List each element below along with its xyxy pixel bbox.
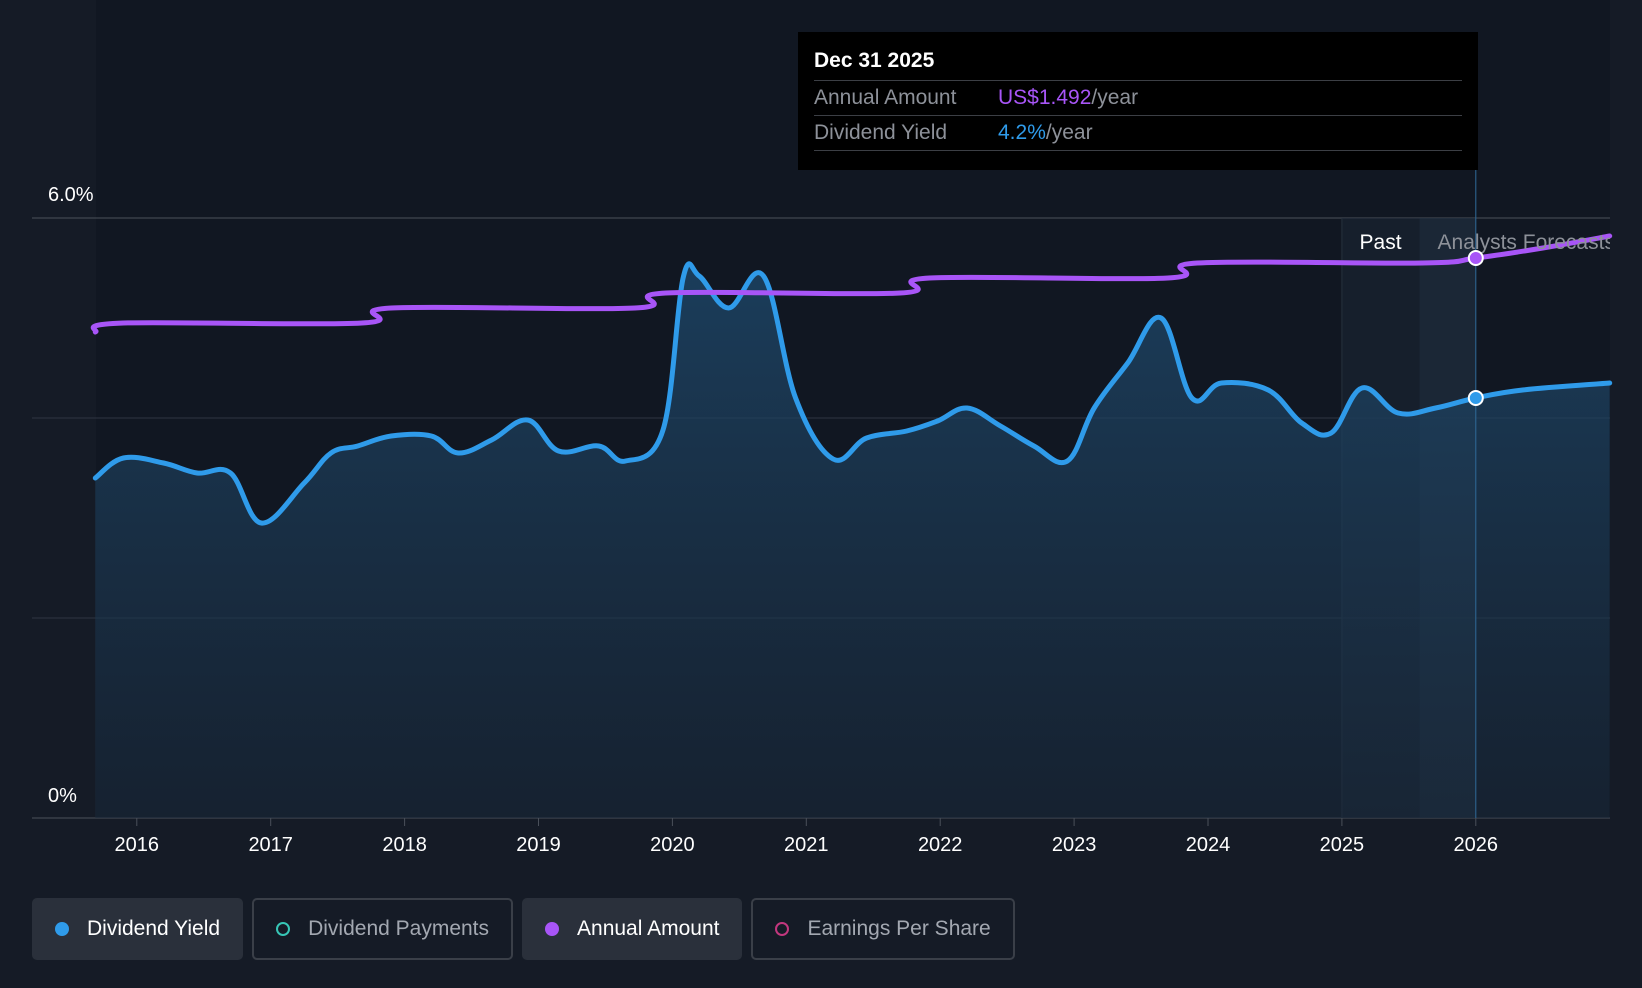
x-tick-label: 2019 <box>516 834 561 856</box>
tooltip-value: US$1.492 <box>998 86 1092 109</box>
y-tick-label: 6.0% <box>48 184 94 206</box>
x-tick-label: 2021 <box>784 834 829 856</box>
tooltip-unit: /year <box>1091 86 1139 109</box>
x-tick-label: 2018 <box>382 834 427 856</box>
tooltip-row-dividend-yield: Dividend Yield 4.2% /year <box>814 116 1462 151</box>
legend-label: Earnings Per Share <box>807 917 991 940</box>
tooltip-unit: /year <box>1045 121 1093 144</box>
tooltip-label: Annual Amount <box>814 86 957 109</box>
tooltip-date: Dec 31 2025 <box>814 46 1462 81</box>
filled-circle-icon <box>55 922 69 936</box>
legend-annual-amount-button[interactable]: Annual Amount <box>522 898 743 960</box>
tooltip-value: 4.2% <box>998 121 1046 144</box>
dividend-yield-marker[interactable] <box>1467 390 1484 406</box>
dividend-yield-area <box>95 263 1610 818</box>
legend-label: Annual Amount <box>577 917 720 940</box>
legend-label: Dividend Payments <box>308 917 490 940</box>
annual-amount-marker[interactable] <box>1467 250 1484 266</box>
y-axis: 6.0% 0% <box>48 184 94 807</box>
analysts-forecasts-label: Analysts Forecasts <box>1438 231 1615 254</box>
legend-label: Dividend Yield <box>87 917 221 940</box>
tooltip: Dec 31 2025 Annual Amount US$1.492 /year… <box>798 32 1478 170</box>
legend-dividend-payments-button[interactable]: Dividend Payments <box>252 898 514 960</box>
x-tick-label: 2022 <box>918 834 963 856</box>
x-tick-label: 2025 <box>1320 834 1365 856</box>
ring-circle-icon <box>775 922 790 936</box>
filled-circle-icon <box>545 922 560 936</box>
x-tick-label: 2023 <box>1052 834 1097 856</box>
x-axis: 2016 2017 2018 2019 2020 2021 2022 2023 2024 2025… <box>115 818 1499 856</box>
legend-earnings-per-share-button[interactable]: Earnings Per Share <box>751 898 1015 960</box>
x-tick-label: 2017 <box>248 834 293 856</box>
annual-amount-line <box>90 233 1613 335</box>
legend-dividend-yield-button[interactable]: Dividend Yield <box>32 898 244 960</box>
x-tick-label: 2024 <box>1186 834 1231 856</box>
dividend-yield-line <box>92 261 1613 526</box>
legend: Dividend Yield Dividend Payments Annual … <box>32 898 1015 960</box>
x-tick-label: 2020 <box>650 834 695 856</box>
ring-circle-icon <box>276 922 291 936</box>
past-label: Past <box>1360 231 1402 254</box>
tooltip-row-annual-amount: Annual Amount US$1.492 /year <box>814 81 1462 116</box>
x-tick-label: 2016 <box>115 834 160 856</box>
tooltip-label: Dividend Yield <box>814 121 948 144</box>
region-labels: Past Analysts Forecasts <box>1360 231 1615 254</box>
x-tick-label: 2026 <box>1454 834 1499 856</box>
y-tick-label: 0% <box>48 785 77 807</box>
